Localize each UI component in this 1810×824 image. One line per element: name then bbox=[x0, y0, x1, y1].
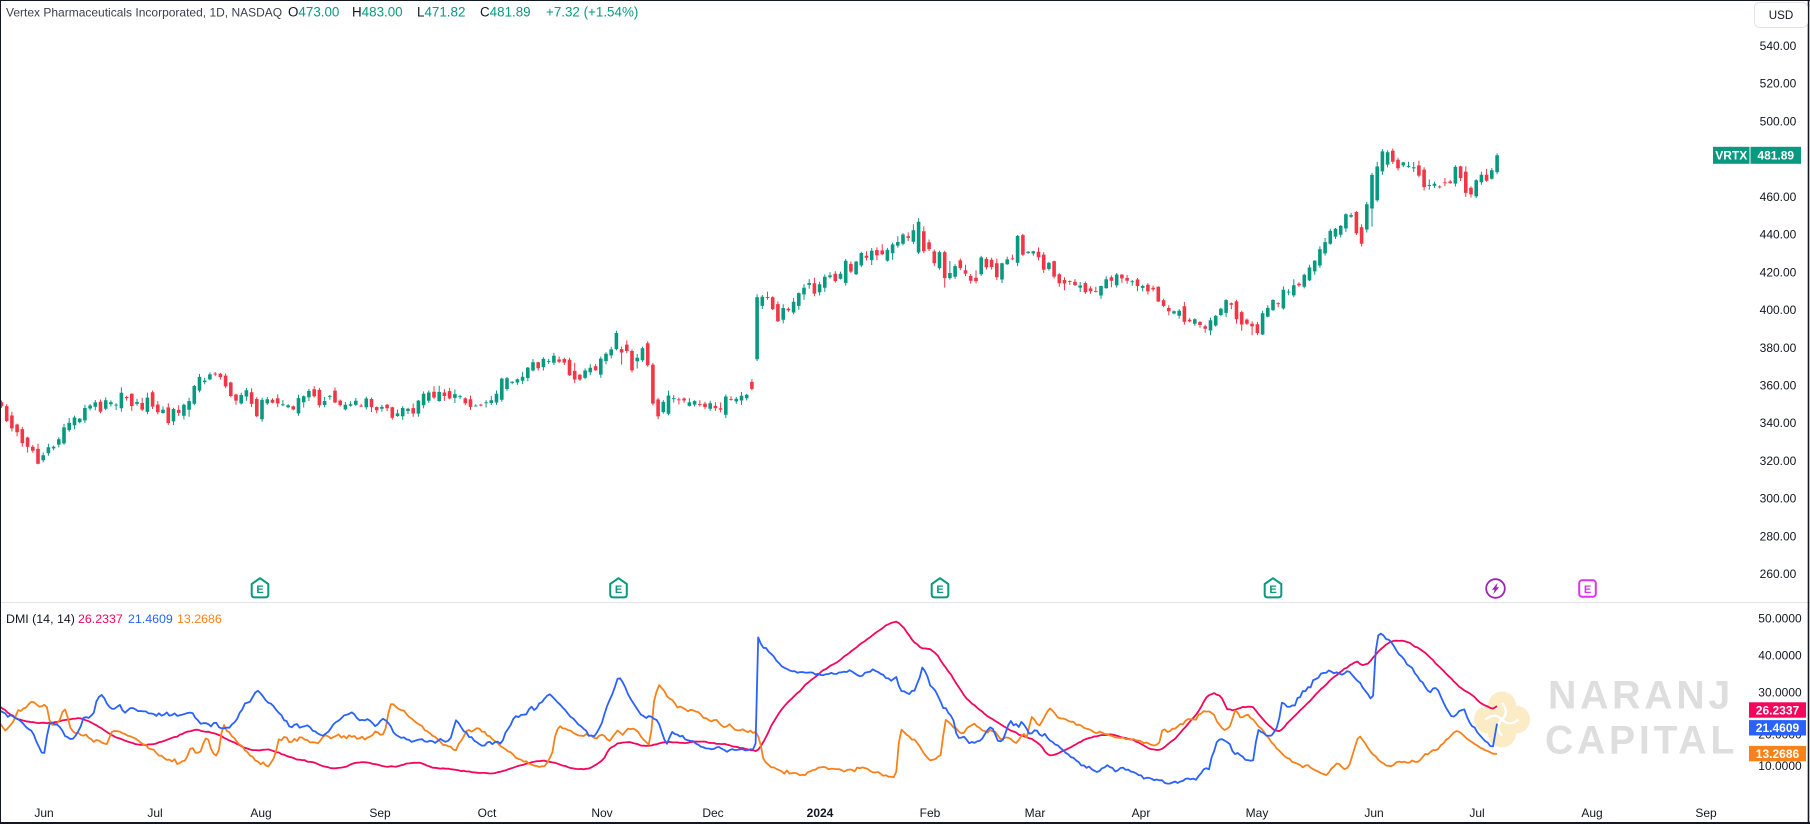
svg-text:CAPITAL: CAPITAL bbox=[1545, 719, 1738, 763]
svg-text:460.00: 460.00 bbox=[1760, 190, 1797, 204]
svg-text:2024: 2024 bbox=[807, 806, 834, 820]
svg-text:10.0000: 10.0000 bbox=[1758, 759, 1802, 773]
svg-text:Jul: Jul bbox=[147, 806, 162, 820]
svg-text:380.00: 380.00 bbox=[1760, 341, 1797, 355]
svg-text:300.00: 300.00 bbox=[1760, 492, 1797, 506]
svg-text:50.0000: 50.0000 bbox=[1758, 612, 1802, 626]
svg-text:Apr: Apr bbox=[1132, 806, 1151, 820]
svg-text:400.00: 400.00 bbox=[1760, 303, 1797, 317]
svg-text:Vertex Pharmaceuticals Incorpo: Vertex Pharmaceuticals Incorporated, 1D,… bbox=[6, 6, 282, 20]
svg-text:VRTX: VRTX bbox=[1715, 149, 1747, 163]
svg-text:Sep: Sep bbox=[369, 806, 391, 820]
svg-text:E: E bbox=[1584, 584, 1591, 596]
svg-text:Aug: Aug bbox=[250, 806, 271, 820]
svg-text:40.0000: 40.0000 bbox=[1758, 649, 1802, 663]
svg-text:280.00: 280.00 bbox=[1760, 529, 1797, 543]
svg-text:260.00: 260.00 bbox=[1760, 567, 1797, 581]
svg-text:Dec: Dec bbox=[702, 806, 723, 820]
svg-text:Oct: Oct bbox=[478, 806, 497, 820]
svg-text:420.00: 420.00 bbox=[1760, 265, 1797, 279]
svg-text:500.00: 500.00 bbox=[1760, 114, 1797, 128]
svg-text:520.00: 520.00 bbox=[1760, 77, 1797, 91]
svg-text:440.00: 440.00 bbox=[1760, 228, 1797, 242]
svg-text:Aug: Aug bbox=[1581, 806, 1602, 820]
svg-text:481.89: 481.89 bbox=[1757, 149, 1794, 163]
svg-text:E: E bbox=[256, 584, 263, 596]
svg-text:Nov: Nov bbox=[591, 806, 612, 820]
svg-text:Mar: Mar bbox=[1025, 806, 1046, 820]
svg-text:Sep: Sep bbox=[1695, 806, 1717, 820]
svg-text:21.4609: 21.4609 bbox=[1756, 721, 1800, 735]
svg-text:30.0000: 30.0000 bbox=[1758, 686, 1802, 700]
svg-text:26.2337: 26.2337 bbox=[1756, 703, 1800, 717]
svg-text:Jul: Jul bbox=[1469, 806, 1484, 820]
svg-text:320.00: 320.00 bbox=[1760, 454, 1797, 468]
svg-text:USD: USD bbox=[1769, 9, 1793, 22]
svg-text:340.00: 340.00 bbox=[1760, 416, 1797, 430]
svg-text:13.2686: 13.2686 bbox=[1756, 747, 1800, 761]
svg-text:Feb: Feb bbox=[920, 806, 941, 820]
svg-text:540.00: 540.00 bbox=[1760, 39, 1797, 53]
svg-text:E: E bbox=[615, 584, 622, 596]
svg-text:NARANJ: NARANJ bbox=[1548, 674, 1734, 718]
svg-text:Jun: Jun bbox=[1364, 806, 1383, 820]
svg-text:May: May bbox=[1246, 806, 1269, 820]
svg-text:360.00: 360.00 bbox=[1760, 379, 1797, 393]
svg-text:E: E bbox=[936, 584, 943, 596]
svg-text:Jun: Jun bbox=[34, 806, 53, 820]
svg-text:E: E bbox=[1269, 584, 1276, 596]
